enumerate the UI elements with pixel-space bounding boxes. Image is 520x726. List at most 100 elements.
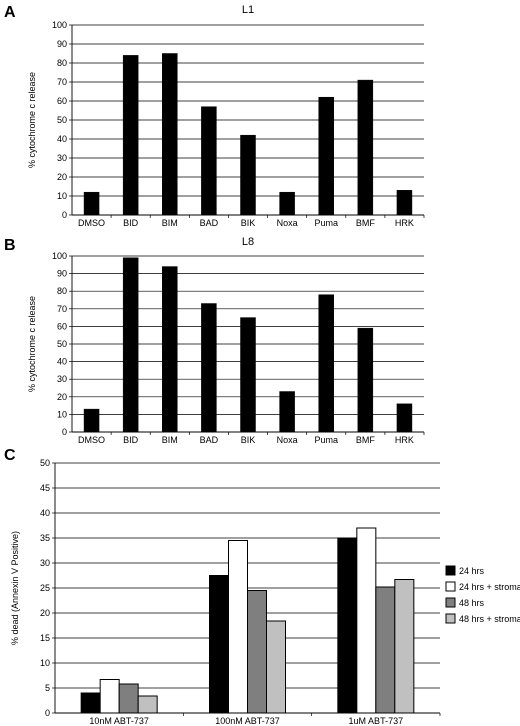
bar bbox=[318, 294, 334, 433]
y-tick-label: 10 bbox=[57, 409, 67, 419]
x-tick-label: BAD bbox=[200, 218, 219, 228]
legend-label: 24 hrs + stroma bbox=[459, 582, 520, 592]
y-tick-label: 0 bbox=[45, 708, 50, 718]
legend-label: 48 hrs bbox=[459, 598, 485, 608]
x-tick-label: BID bbox=[123, 435, 139, 445]
y-tick-label: 10 bbox=[57, 191, 67, 201]
y-tick-label: 0 bbox=[62, 210, 67, 220]
y-tick-label: 25 bbox=[40, 583, 50, 593]
x-tick-label: BMF bbox=[356, 218, 376, 228]
y-tick-label: 0 bbox=[62, 427, 67, 437]
y-tick-label: 20 bbox=[57, 172, 67, 182]
bar bbox=[279, 391, 295, 433]
bar bbox=[83, 191, 100, 216]
y-tick-label: 5 bbox=[45, 683, 50, 693]
x-tick-label: 10nM ABT-737 bbox=[89, 716, 149, 726]
x-tick-label: Puma bbox=[314, 435, 338, 445]
legend-label: 24 hrs bbox=[459, 566, 485, 576]
legend-label: 48 hrs + stroma bbox=[459, 614, 520, 624]
y-tick-label: 35 bbox=[40, 533, 50, 543]
x-tick-label: HRK bbox=[395, 435, 414, 445]
x-tick-label: BID bbox=[123, 218, 139, 228]
bar bbox=[209, 575, 229, 714]
y-tick-label: 40 bbox=[57, 134, 67, 144]
bar bbox=[201, 106, 217, 216]
panel-letter: C bbox=[4, 447, 16, 464]
y-tick-label: 30 bbox=[57, 153, 67, 163]
chart-title: L8 bbox=[242, 236, 254, 248]
x-tick-label: Noxa bbox=[277, 218, 298, 228]
x-tick-label: Puma bbox=[314, 218, 338, 228]
bar bbox=[240, 134, 256, 216]
x-tick-label: Noxa bbox=[277, 435, 298, 445]
y-tick-label: 45 bbox=[40, 483, 50, 493]
x-tick-label: BIM bbox=[162, 435, 178, 445]
bar bbox=[279, 191, 295, 216]
panel-a-chart: A L1 0 10 20 30 40 50 60 70 80 90 100 % cytochrome c … bbox=[4, 4, 425, 228]
y-tick-label: 50 bbox=[57, 339, 67, 349]
panel-letter: A bbox=[4, 4, 16, 21]
bar bbox=[122, 55, 139, 216]
y-tick-label: 70 bbox=[57, 304, 67, 314]
y-tick-label: 90 bbox=[57, 39, 67, 49]
y-tick-label: 40 bbox=[40, 508, 50, 518]
x-tick-label: DMSO bbox=[78, 435, 105, 445]
bar bbox=[240, 317, 256, 433]
y-tick-label: 20 bbox=[40, 608, 50, 618]
y-tick-label: 80 bbox=[57, 58, 67, 68]
y-axis-label: % cytochrome c release bbox=[27, 296, 37, 392]
bar bbox=[137, 695, 158, 714]
x-tick-label: BIM bbox=[162, 218, 178, 228]
y-tick-label: 100 bbox=[52, 20, 67, 30]
legend-swatch bbox=[445, 581, 456, 592]
y-tick-label: 80 bbox=[57, 286, 67, 296]
bar bbox=[201, 303, 217, 433]
legend-swatch bbox=[445, 565, 456, 576]
bar bbox=[266, 620, 286, 714]
panel-b-chart: B L8 0 10 20 30 40 50 60 70 80 90 100 % cytochrome c … bbox=[4, 236, 425, 445]
bar bbox=[162, 266, 178, 433]
y-tick-label: 60 bbox=[57, 321, 67, 331]
y-tick-label: 30 bbox=[57, 374, 67, 384]
y-tick-label: 15 bbox=[40, 633, 50, 643]
y-axis-label: % dead (Annexin V Positive) bbox=[10, 531, 20, 645]
bar bbox=[122, 257, 139, 433]
bar bbox=[318, 96, 334, 216]
x-tick-label: DMSO bbox=[78, 218, 105, 228]
y-tick-label: 50 bbox=[40, 458, 50, 468]
x-tick-label: BIK bbox=[241, 435, 256, 445]
bar bbox=[83, 408, 100, 433]
x-tick-label: BIK bbox=[241, 218, 256, 228]
panel-c-chart: C 0 5 10 15 20 25 30 35 40 45 50 % dead (Annexin V P… bbox=[4, 447, 520, 726]
y-tick-label: 20 bbox=[57, 392, 67, 402]
bar bbox=[247, 590, 267, 714]
y-tick-label: 100 bbox=[52, 251, 67, 261]
y-tick-label: 60 bbox=[57, 96, 67, 106]
bar bbox=[396, 190, 413, 216]
bar bbox=[99, 679, 120, 714]
chart-title: L1 bbox=[242, 4, 254, 16]
bar bbox=[337, 537, 358, 714]
bar bbox=[80, 692, 101, 714]
legend-swatch bbox=[445, 613, 456, 624]
x-tick-label: BAD bbox=[200, 435, 219, 445]
bar bbox=[394, 579, 415, 714]
legend-swatch bbox=[445, 597, 456, 608]
bar bbox=[228, 540, 248, 714]
x-tick-label: HRK bbox=[395, 218, 414, 228]
y-tick-label: 40 bbox=[57, 357, 67, 367]
y-tick-label: 70 bbox=[57, 77, 67, 87]
bar bbox=[118, 683, 139, 714]
bar bbox=[375, 586, 396, 714]
y-tick-label: 30 bbox=[40, 558, 50, 568]
bar bbox=[357, 79, 374, 216]
bar bbox=[356, 527, 377, 714]
x-tick-label: 100nM ABT-737 bbox=[215, 716, 280, 726]
y-tick-label: 10 bbox=[40, 658, 50, 668]
y-tick-label: 90 bbox=[57, 269, 67, 279]
y-axis-label: % cytochrome c release bbox=[27, 72, 37, 168]
y-tick-label: 50 bbox=[57, 115, 67, 125]
bar bbox=[162, 53, 178, 216]
bar bbox=[396, 403, 413, 433]
